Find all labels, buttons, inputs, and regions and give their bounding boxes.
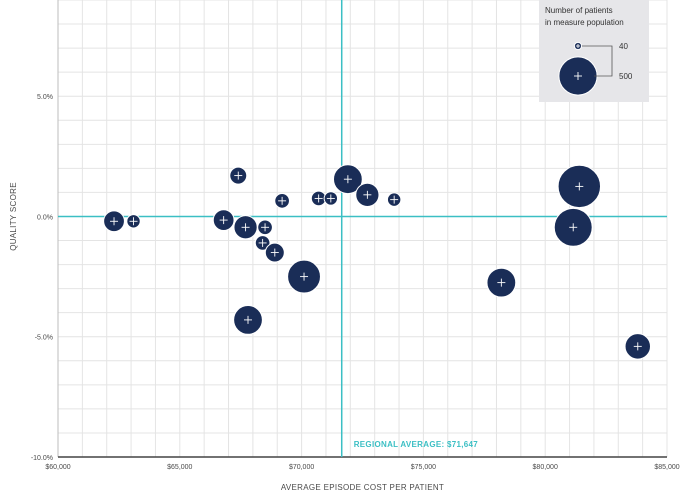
data-point — [624, 333, 651, 360]
x-tick-label: $85,000 — [654, 464, 679, 471]
data-point — [233, 215, 258, 240]
x-axis-title: AVERAGE EPISODE COST PER PATIENT — [281, 483, 444, 492]
y-axis-title: QUALITY SCORE — [9, 182, 18, 251]
legend: Number of patients in measure population… — [539, 0, 649, 102]
data-point — [212, 209, 235, 231]
legend-size-items — [558, 41, 613, 96]
data-point — [323, 191, 339, 206]
y-tick-label: 5.0% — [37, 94, 53, 101]
data-point — [264, 242, 285, 263]
data-point — [332, 164, 363, 195]
regional-average-label: REGIONAL AVERAGE: $71,647 — [354, 440, 479, 449]
points-layer — [103, 164, 651, 360]
legend-connector — [582, 45, 613, 77]
data-point — [557, 164, 602, 209]
legend-size-label-large: 500 — [619, 72, 633, 81]
x-tick-label: $60,000 — [45, 464, 70, 471]
legend-title-line-1: Number of patients — [545, 6, 613, 15]
x-tick-label: $65,000 — [167, 464, 192, 471]
data-point — [254, 235, 271, 251]
legend-size-label-small: 40 — [619, 42, 628, 51]
data-point — [355, 182, 380, 207]
y-tick-labels: 5.0% 0.0% -5.0% -10.0% — [31, 94, 53, 462]
data-point — [274, 192, 290, 209]
y-tick-label: -5.0% — [35, 335, 53, 342]
data-point — [486, 267, 517, 298]
data-point — [553, 207, 593, 247]
data-point — [257, 219, 273, 236]
data-point — [103, 210, 125, 233]
y-tick-label: 0.0% — [37, 214, 53, 221]
x-tick-label: $70,000 — [289, 464, 314, 471]
x-tick-label: $75,000 — [411, 464, 436, 471]
data-point — [233, 305, 263, 335]
legend-title-line-2: in measure population — [545, 18, 624, 27]
axes — [57, 0, 667, 458]
data-point — [229, 166, 248, 185]
y-tick-label: -10.0% — [31, 455, 53, 462]
data-point — [386, 192, 402, 207]
data-point — [287, 259, 321, 294]
x-tick-label: $80,000 — [533, 464, 558, 471]
x-tick-labels: $60,000 $65,000 $70,000 $75,000 $80,000 $85,0… — [45, 464, 679, 471]
data-point — [126, 214, 141, 229]
